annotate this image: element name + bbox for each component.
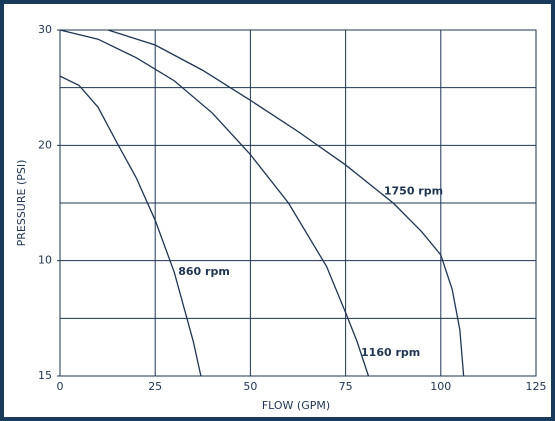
x-axis-title: FLOW (GPM) [262,399,330,412]
x-tick-label: 75 [339,380,353,393]
curve-label: 860 rpm [178,265,230,278]
y-tick-label: 30 [38,23,52,36]
y-tick-label: 10 [38,254,52,267]
y-tick-label: 20 [38,138,52,151]
y-axis-title: PRESSURE (PSI) [15,160,28,247]
y-tick-label: 15 [38,369,52,382]
curve [107,29,465,377]
curve-label: 1160 rpm [361,346,420,359]
curve-label: 1750 rpm [384,184,443,197]
x-tick-label: 50 [243,380,257,393]
x-tick-label: 100 [430,380,451,393]
curve [59,29,370,377]
x-tick-label: 0 [57,380,64,393]
x-tick-label: 25 [148,380,162,393]
curve [59,75,202,377]
x-tick-label: 125 [526,380,547,393]
